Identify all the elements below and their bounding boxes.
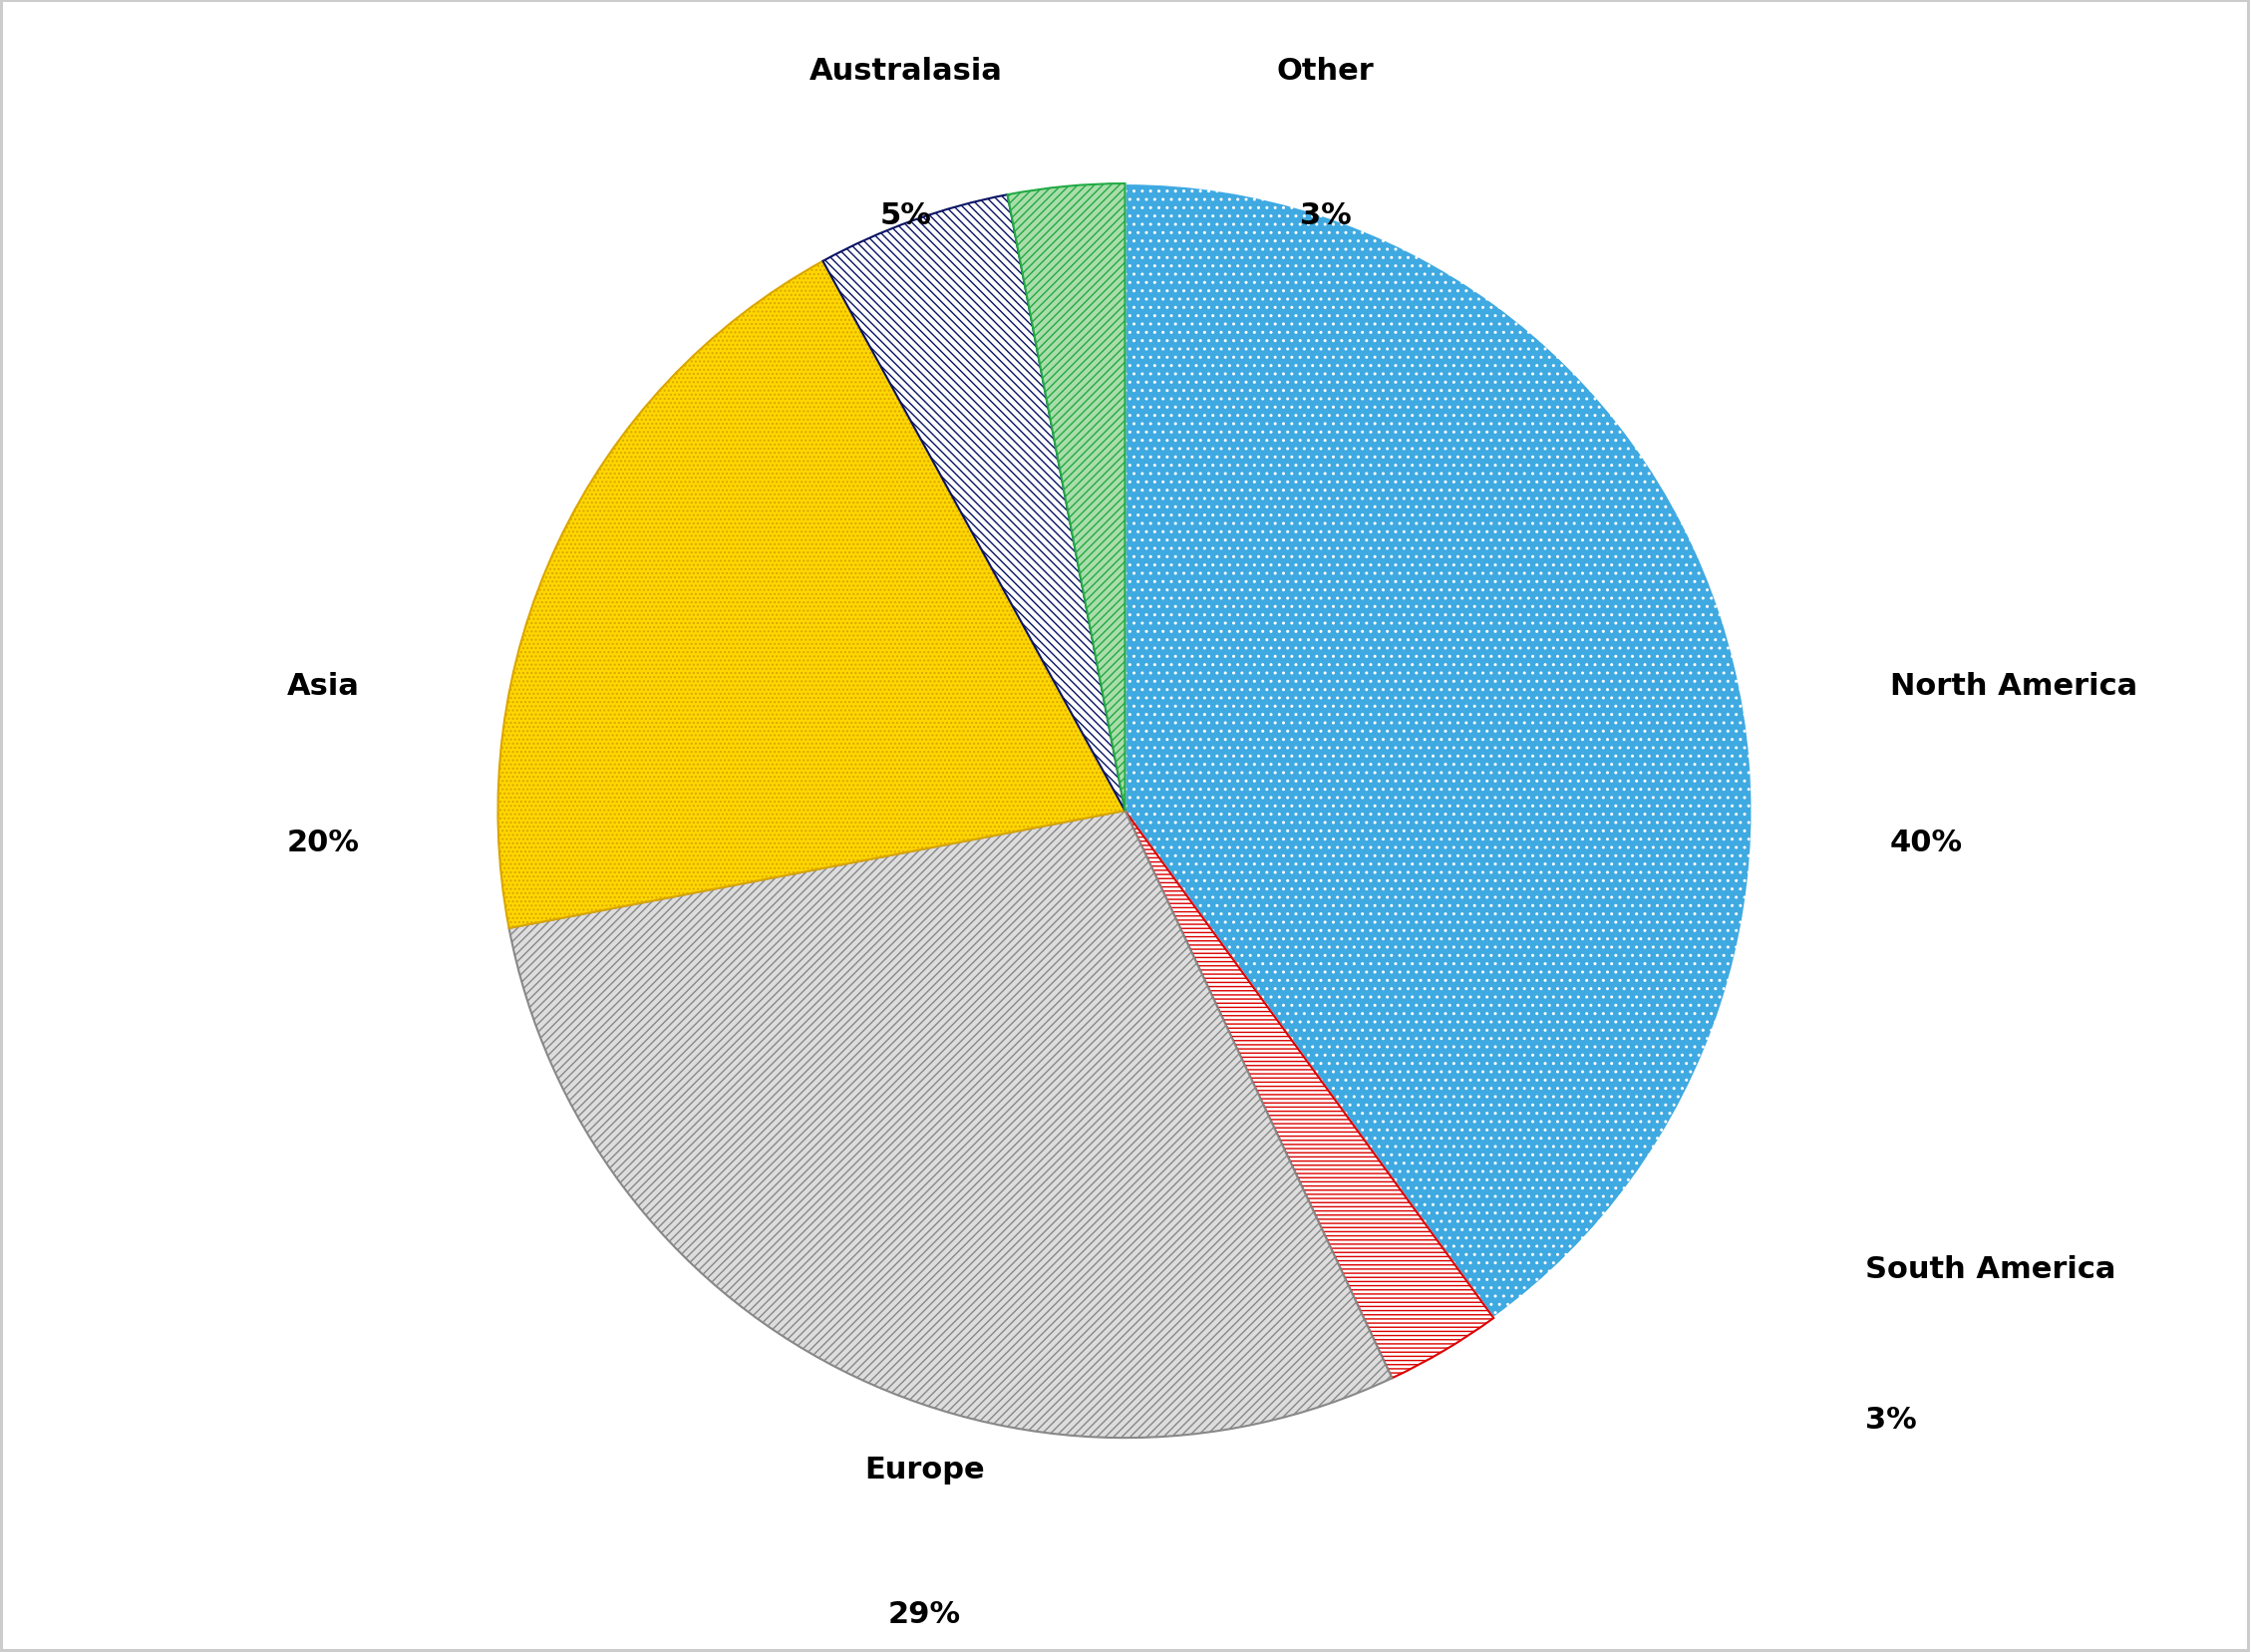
Text: South America: South America [1865, 1254, 2115, 1284]
Text: Europe: Europe [864, 1455, 986, 1483]
Wedge shape [824, 195, 1125, 811]
Text: 5%: 5% [880, 202, 932, 230]
Text: North America: North America [1890, 671, 2137, 700]
Wedge shape [508, 811, 1393, 1437]
Text: 3%: 3% [1300, 202, 1352, 230]
Wedge shape [1125, 185, 1753, 1318]
Text: 3%: 3% [1865, 1404, 1917, 1434]
Wedge shape [497, 263, 1125, 928]
Text: 29%: 29% [889, 1599, 961, 1627]
Text: Other: Other [1278, 58, 1375, 86]
Text: Australasia: Australasia [810, 58, 1001, 86]
Text: 20%: 20% [288, 828, 360, 857]
Text: Asia: Asia [288, 671, 360, 700]
Wedge shape [1125, 811, 1494, 1378]
Text: 40%: 40% [1890, 828, 1962, 857]
Wedge shape [1008, 185, 1125, 811]
